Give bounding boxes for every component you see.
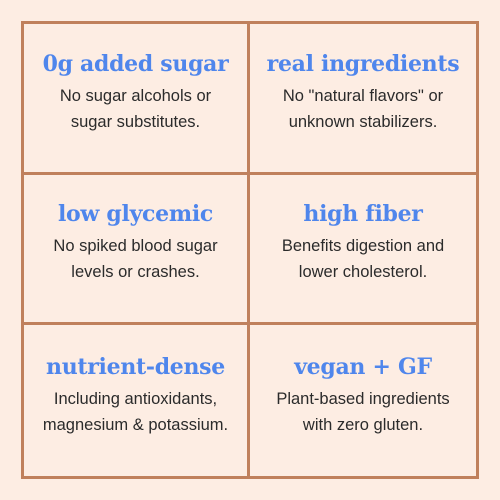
benefit-title: vegan + GF — [294, 353, 432, 380]
benefit-description: Including antioxidants, magnesium & pota… — [43, 386, 228, 438]
benefit-card-vegan-gf: vegan + GF Plant-based ingredients with … — [250, 325, 476, 476]
benefit-title: real ingredients — [266, 50, 460, 77]
benefit-description-line: magnesium & potassium. — [42, 415, 229, 434]
benefit-card-high-fiber: high fiber Benefits digestion and lower … — [250, 175, 476, 326]
benefit-title: 0g added sugar — [42, 50, 229, 77]
benefit-description-line: Benefits digestion and — [281, 237, 445, 256]
benefit-description: No spiked blood sugar levels or crashes. — [53, 233, 217, 285]
benefits-grid: 0g added sugar No sugar alcohols or suga… — [21, 21, 479, 479]
benefit-description-line: levels or crashes. — [71, 263, 200, 282]
benefit-title: nutrient-dense — [46, 353, 225, 380]
benefit-description-line: No spiked blood sugar — [53, 237, 218, 256]
benefit-title: low glycemic — [58, 201, 213, 228]
benefit-description: No "natural flavors" or unknown stabiliz… — [283, 83, 443, 135]
benefit-description-line: No "natural flavors" or — [282, 86, 444, 105]
benefit-description-line: Plant-based ingredients — [276, 389, 450, 408]
benefit-description: Benefits digestion and lower cholesterol… — [282, 233, 444, 285]
benefit-description-line: Including antioxidants, — [53, 389, 218, 408]
benefit-description-line: lower cholesterol. — [298, 263, 428, 282]
benefit-card-low-glycemic: low glycemic No spiked blood sugar level… — [24, 174, 250, 326]
benefit-card-real-ingredients: real ingredients No "natural flavors" or… — [250, 24, 476, 175]
benefit-card-added-sugar: 0g added sugar No sugar alcohols or suga… — [24, 24, 250, 175]
benefit-card-nutrient-dense: nutrient-dense Including antioxidants, m… — [24, 325, 250, 476]
benefit-description-line: unknown stabilizers. — [288, 112, 438, 131]
benefit-description-line: with zero gluten. — [302, 415, 424, 434]
benefit-description-line: sugar substitutes. — [70, 112, 201, 131]
benefit-description: No sugar alcohols or sugar substitutes. — [60, 83, 211, 135]
benefit-description: Plant-based ingredients with zero gluten… — [276, 386, 449, 438]
benefit-description-line: No sugar alcohols or — [59, 86, 212, 105]
benefit-title: high fiber — [303, 201, 423, 228]
